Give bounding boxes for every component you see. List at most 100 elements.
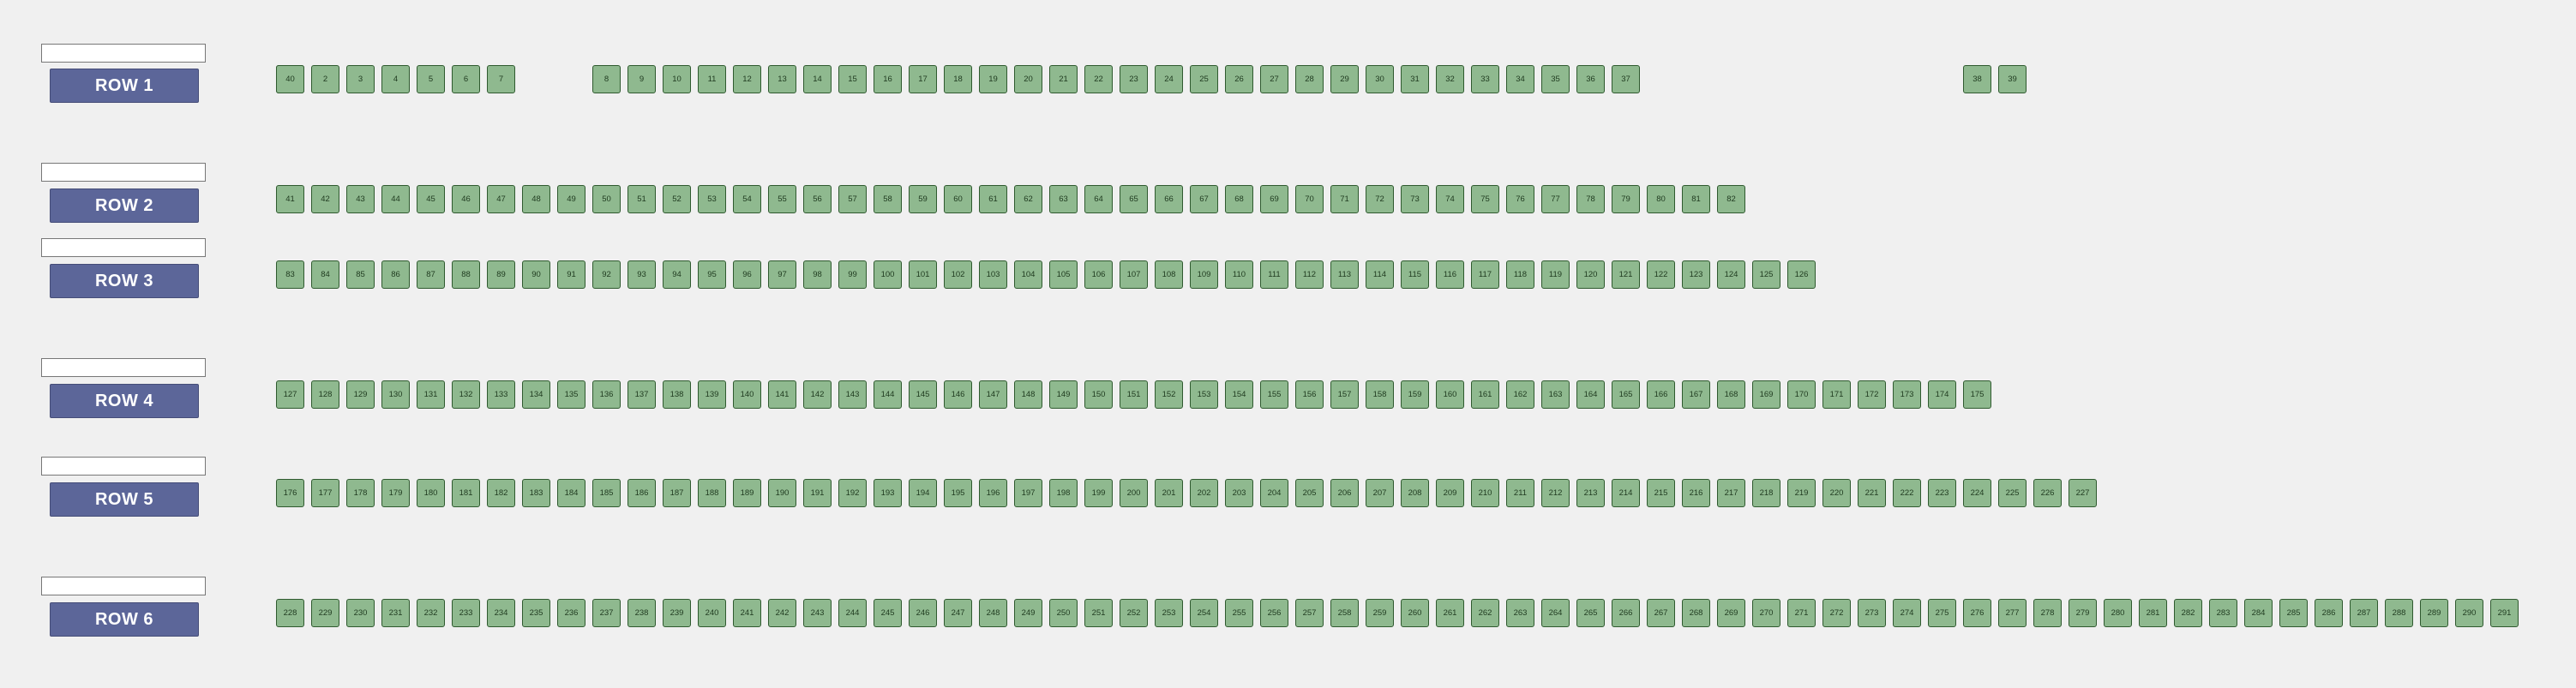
seat[interactable]: 192	[838, 479, 867, 507]
row-2-label-button[interactable]: ROW 2	[50, 188, 199, 223]
seat[interactable]: 143	[838, 380, 867, 409]
seat[interactable]: 58	[874, 185, 902, 213]
seat[interactable]: 166	[1647, 380, 1675, 409]
seat[interactable]: 183	[522, 479, 550, 507]
seat[interactable]: 3	[346, 65, 375, 93]
seat[interactable]: 119	[1541, 260, 1570, 289]
seat[interactable]: 251	[1084, 599, 1113, 627]
seat[interactable]: 200	[1120, 479, 1148, 507]
seat[interactable]: 257	[1295, 599, 1324, 627]
seat[interactable]: 52	[663, 185, 691, 213]
seat[interactable]: 213	[1576, 479, 1605, 507]
seat[interactable]: 59	[909, 185, 937, 213]
seat[interactable]: 117	[1471, 260, 1499, 289]
seat[interactable]: 240	[698, 599, 726, 627]
seat[interactable]: 188	[698, 479, 726, 507]
seat[interactable]: 273	[1858, 599, 1886, 627]
seat[interactable]: 133	[487, 380, 515, 409]
seat[interactable]: 145	[909, 380, 937, 409]
seat[interactable]: 284	[2244, 599, 2273, 627]
seat[interactable]: 7	[487, 65, 515, 93]
seat[interactable]: 125	[1752, 260, 1780, 289]
seat[interactable]: 9	[627, 65, 656, 93]
seat[interactable]: 169	[1752, 380, 1780, 409]
seat[interactable]: 271	[1787, 599, 1816, 627]
seat[interactable]: 204	[1260, 479, 1288, 507]
seat[interactable]: 26	[1225, 65, 1253, 93]
seat[interactable]: 206	[1330, 479, 1359, 507]
seat[interactable]: 77	[1541, 185, 1570, 213]
seat[interactable]: 90	[522, 260, 550, 289]
seat[interactable]: 202	[1190, 479, 1218, 507]
row-3-label-button[interactable]: ROW 3	[50, 264, 199, 298]
seat[interactable]: 151	[1120, 380, 1148, 409]
seat[interactable]: 65	[1120, 185, 1148, 213]
seat[interactable]: 14	[803, 65, 832, 93]
seat[interactable]: 175	[1963, 380, 1991, 409]
seat[interactable]: 181	[452, 479, 480, 507]
seat[interactable]: 81	[1682, 185, 1710, 213]
seat[interactable]: 138	[663, 380, 691, 409]
seat[interactable]: 146	[944, 380, 972, 409]
seat[interactable]: 274	[1893, 599, 1921, 627]
seat[interactable]: 223	[1928, 479, 1956, 507]
seat[interactable]: 113	[1330, 260, 1359, 289]
seat[interactable]: 254	[1190, 599, 1218, 627]
seat[interactable]: 224	[1963, 479, 1991, 507]
seat[interactable]: 265	[1576, 599, 1605, 627]
seat[interactable]: 154	[1225, 380, 1253, 409]
seat[interactable]: 178	[346, 479, 375, 507]
seat[interactable]: 246	[909, 599, 937, 627]
seat[interactable]: 220	[1822, 479, 1851, 507]
seat[interactable]: 127	[276, 380, 304, 409]
seat[interactable]: 31	[1401, 65, 1429, 93]
seat[interactable]: 276	[1963, 599, 1991, 627]
seat[interactable]: 99	[838, 260, 867, 289]
seat[interactable]: 36	[1576, 65, 1605, 93]
seat[interactable]: 203	[1225, 479, 1253, 507]
seat[interactable]: 288	[2385, 599, 2413, 627]
seat[interactable]: 209	[1436, 479, 1464, 507]
seat[interactable]: 222	[1893, 479, 1921, 507]
seat[interactable]: 205	[1295, 479, 1324, 507]
seat[interactable]: 142	[803, 380, 832, 409]
seat[interactable]: 71	[1330, 185, 1359, 213]
seat[interactable]: 290	[2455, 599, 2483, 627]
seat[interactable]: 42	[311, 185, 339, 213]
seat[interactable]: 34	[1506, 65, 1534, 93]
seat[interactable]: 262	[1471, 599, 1499, 627]
seat[interactable]: 280	[2104, 599, 2132, 627]
seat[interactable]: 217	[1717, 479, 1745, 507]
seat[interactable]: 92	[592, 260, 621, 289]
seat[interactable]: 39	[1998, 65, 2027, 93]
seat[interactable]: 189	[733, 479, 761, 507]
seat[interactable]: 227	[2069, 479, 2097, 507]
seat[interactable]: 100	[874, 260, 902, 289]
seat[interactable]: 73	[1401, 185, 1429, 213]
seat[interactable]: 30	[1366, 65, 1394, 93]
seat[interactable]: 256	[1260, 599, 1288, 627]
seat[interactable]: 278	[2033, 599, 2062, 627]
seat[interactable]: 264	[1541, 599, 1570, 627]
row-4-name-input[interactable]	[41, 358, 206, 377]
seat[interactable]: 83	[276, 260, 304, 289]
seat[interactable]: 110	[1225, 260, 1253, 289]
seat[interactable]: 41	[276, 185, 304, 213]
seat[interactable]: 55	[768, 185, 796, 213]
seat[interactable]: 17	[909, 65, 937, 93]
seat[interactable]: 225	[1998, 479, 2027, 507]
seat[interactable]: 4	[381, 65, 410, 93]
seat[interactable]: 148	[1014, 380, 1042, 409]
seat[interactable]: 15	[838, 65, 867, 93]
seat[interactable]: 259	[1366, 599, 1394, 627]
seat[interactable]: 287	[2350, 599, 2378, 627]
seat[interactable]: 191	[803, 479, 832, 507]
seat[interactable]: 190	[768, 479, 796, 507]
seat[interactable]: 123	[1682, 260, 1710, 289]
seat[interactable]: 147	[979, 380, 1007, 409]
seat[interactable]: 86	[381, 260, 410, 289]
seat[interactable]: 46	[452, 185, 480, 213]
seat[interactable]: 28	[1295, 65, 1324, 93]
seat[interactable]: 29	[1330, 65, 1359, 93]
seat[interactable]: 214	[1612, 479, 1640, 507]
